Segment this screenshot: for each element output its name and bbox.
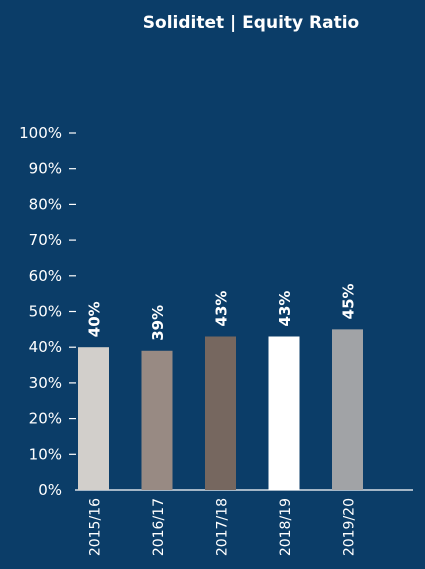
x-category-label: 2019/20: [342, 498, 358, 556]
bar-2019/20: [332, 329, 363, 490]
y-tick-label: 40%: [29, 338, 62, 356]
bar-value-label: 43%: [213, 291, 231, 327]
y-tick-label: 90%: [29, 160, 62, 178]
y-tick-label: 70%: [29, 231, 62, 249]
chart-title: Soliditet | Equity Ratio: [143, 13, 359, 33]
y-tick-label: 30%: [29, 374, 62, 392]
bar-value-label: 43%: [276, 291, 294, 327]
x-category-label: 2016/17: [151, 498, 167, 556]
bar-value-label: 39%: [149, 305, 167, 341]
x-axis: 2015/16 2016/17 2017/18 2018/19 2019/20: [88, 498, 358, 556]
bar-value-label: 45%: [340, 283, 358, 319]
bar-2018/19: [268, 336, 300, 490]
y-tick-label: 60%: [29, 267, 62, 285]
y-tick-label: 10%: [29, 445, 62, 463]
y-tick-label: 0%: [38, 481, 62, 499]
bars: [78, 329, 363, 490]
y-tick-label: 80%: [29, 195, 62, 213]
value-labels: 40% 39% 43% 43% 45%: [86, 283, 358, 340]
bar-value-label: 40%: [86, 301, 104, 337]
x-category-label: 2015/16: [88, 498, 104, 556]
y-tick-label: 100%: [19, 124, 62, 142]
y-axis: 0% 10% 20% 30% 40% 50% 60% 70% 80% 90% 100%: [19, 124, 76, 499]
x-category-label: 2018/19: [278, 498, 294, 556]
y-tick-label: 50%: [29, 303, 62, 321]
y-tick-label: 20%: [29, 410, 62, 428]
bar-2015/16: [78, 347, 109, 490]
bar-2017/18: [205, 336, 236, 490]
x-category-label: 2017/18: [215, 498, 231, 556]
bar-2016/17: [141, 350, 173, 490]
